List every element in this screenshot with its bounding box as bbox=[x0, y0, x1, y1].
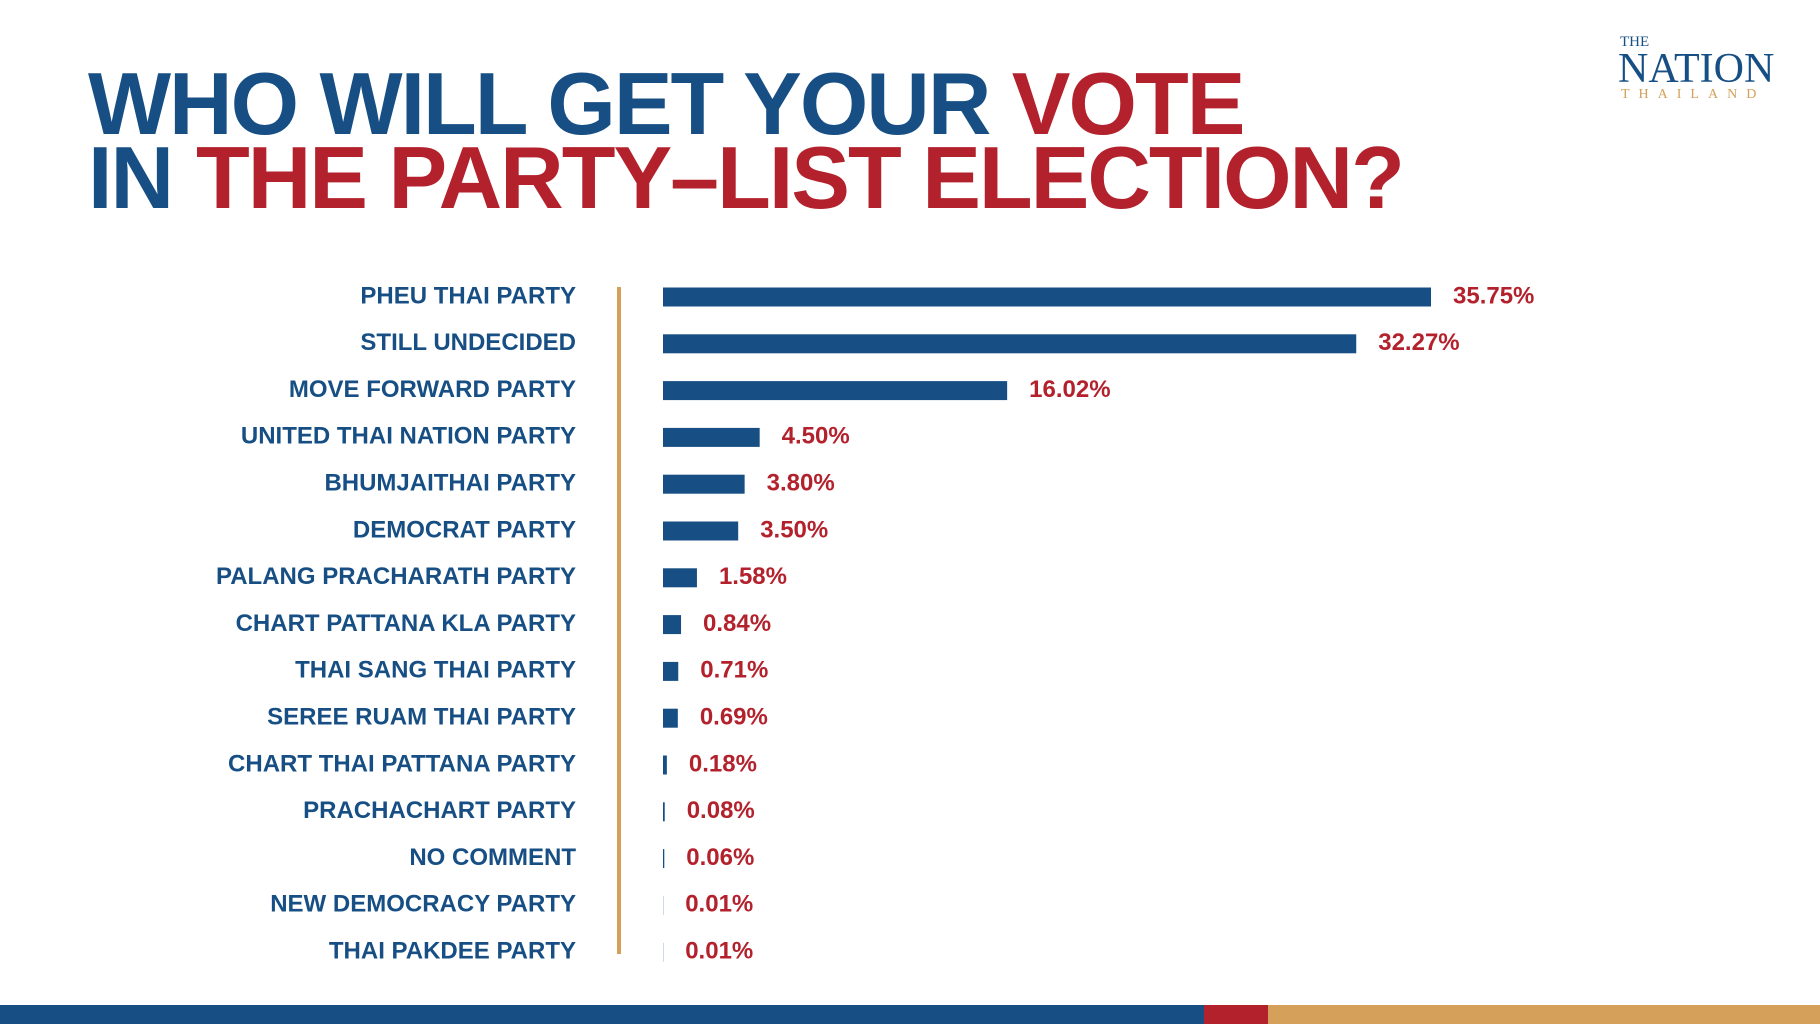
title-part: THE PARTY–LIST ELECTION? bbox=[196, 128, 1403, 227]
title-part: IN bbox=[88, 128, 172, 227]
category-label: NEW DEMOCRACY PARTY bbox=[270, 891, 576, 918]
category-label: UNITED THAI NATION PARTY bbox=[241, 423, 576, 450]
value-label: 0.01% bbox=[685, 891, 753, 918]
category-label: STILL UNDECIDED bbox=[360, 329, 576, 356]
value-label: 3.50% bbox=[760, 516, 828, 543]
bar bbox=[663, 427, 760, 447]
value-label: 0.08% bbox=[687, 797, 755, 824]
chart-title: WHO WILL GET YOUR VOTE bbox=[88, 54, 1243, 153]
bar bbox=[663, 755, 667, 775]
bar bbox=[663, 474, 745, 494]
value-label: 3.80% bbox=[767, 470, 835, 497]
value-label: 32.27% bbox=[1378, 329, 1459, 356]
bar bbox=[663, 615, 682, 635]
category-label: MOVE FORWARD PARTY bbox=[289, 376, 576, 403]
title-part: WHO WILL GET YOUR bbox=[88, 54, 990, 153]
value-label: 0.06% bbox=[686, 844, 754, 871]
bar bbox=[663, 381, 1008, 401]
value-label: 35.75% bbox=[1453, 282, 1534, 309]
stripe-blue bbox=[0, 1005, 1204, 1024]
category-label: PALANG PRACHARATH PARTY bbox=[216, 563, 576, 590]
category-label: THAI SANG THAI PARTY bbox=[295, 657, 576, 684]
stripe-orange bbox=[1268, 1005, 1820, 1024]
value-label: 16.02% bbox=[1029, 376, 1110, 403]
bar bbox=[663, 802, 665, 822]
value-label: 0.69% bbox=[700, 704, 768, 731]
bar bbox=[663, 661, 679, 681]
value-label: 0.18% bbox=[689, 750, 757, 777]
value-label: 4.50% bbox=[782, 423, 850, 450]
value-label: 0.84% bbox=[703, 610, 771, 637]
bar bbox=[663, 568, 697, 588]
bar bbox=[663, 708, 678, 728]
category-label: NO COMMENT bbox=[409, 844, 576, 871]
category-label: THAI PAKDEE PARTY bbox=[329, 938, 576, 965]
category-label: SEREE RUAM THAI PARTY bbox=[267, 704, 576, 731]
logo-top: THE bbox=[1620, 34, 1649, 50]
value-label: 0.01% bbox=[685, 938, 753, 965]
category-label: DEMOCRAT PARTY bbox=[353, 516, 576, 543]
logo-main: NATION bbox=[1618, 46, 1774, 92]
stripe-red bbox=[1204, 1005, 1268, 1024]
category-label: PRACHACHART PARTY bbox=[303, 797, 576, 824]
bar bbox=[663, 521, 739, 541]
category-label: CHART THAI PATTANA PARTY bbox=[228, 750, 576, 777]
bar bbox=[663, 287, 1431, 307]
chart-title: IN THE PARTY–LIST ELECTION? bbox=[88, 128, 1403, 227]
logo-sub: THAILAND bbox=[1621, 87, 1765, 102]
bar bbox=[663, 849, 665, 869]
category-label: CHART PATTANA KLA PARTY bbox=[236, 610, 576, 637]
value-label: 0.71% bbox=[700, 657, 768, 684]
bar bbox=[663, 334, 1357, 354]
category-label: PHEU THAI PARTY bbox=[360, 282, 576, 309]
value-label: 1.58% bbox=[719, 563, 787, 590]
title-part: VOTE bbox=[1012, 54, 1244, 153]
category-label: BHUMJAITHAI PARTY bbox=[324, 470, 576, 497]
